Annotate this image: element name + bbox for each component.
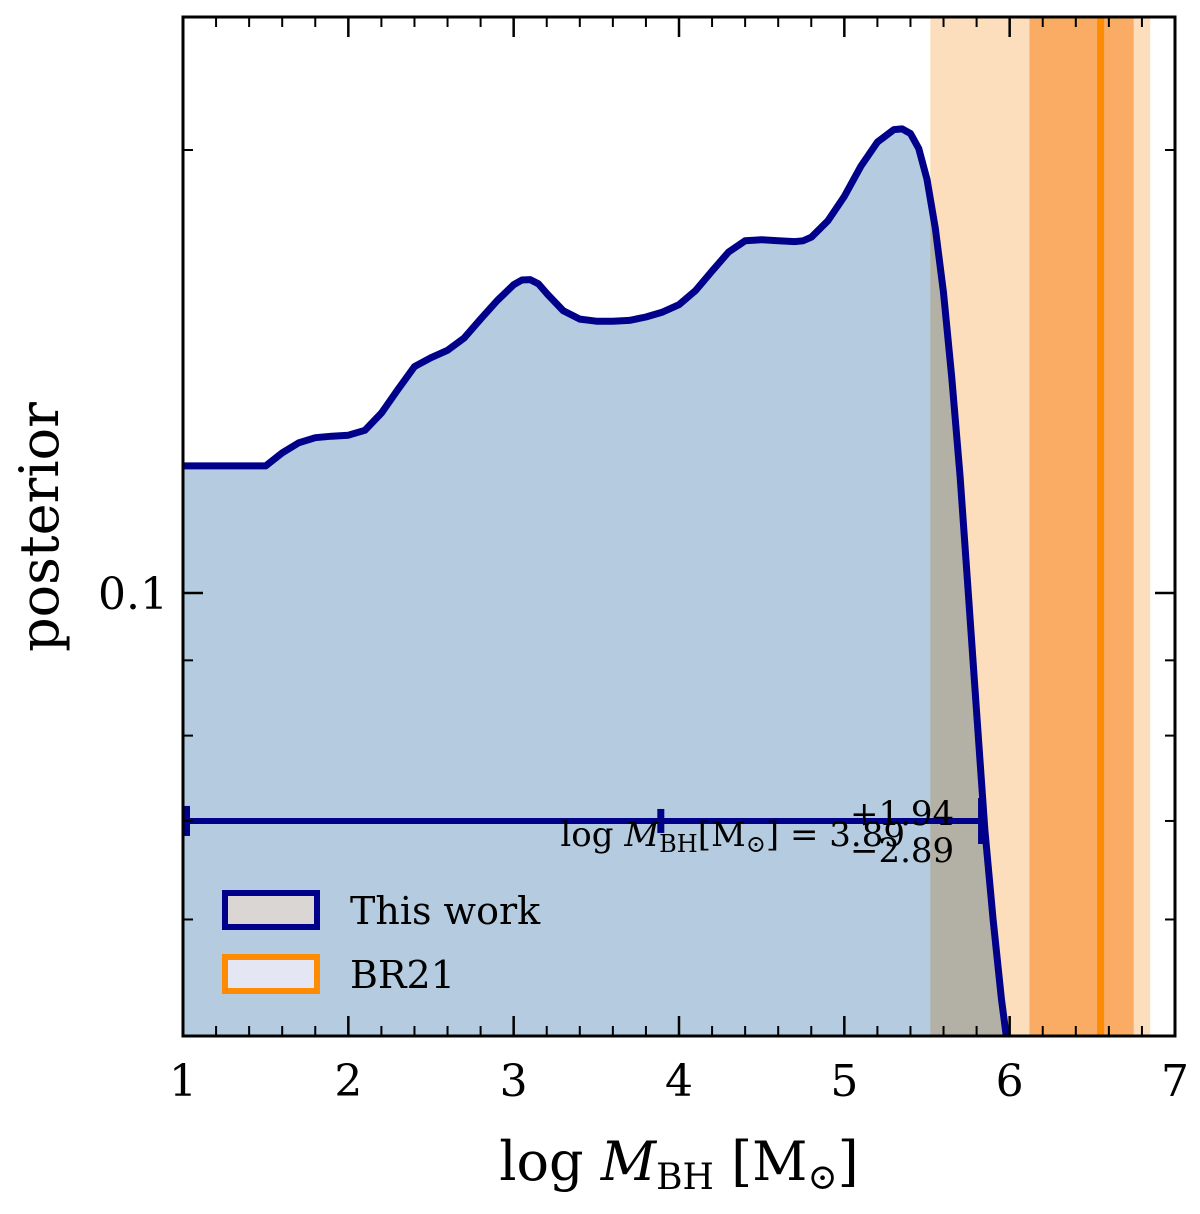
plot-frame [181, 15, 1177, 1038]
tick-labels: 1 2 3 4 5 6 7 0.1 [98, 569, 1189, 1107]
x-axis-label-close: ] [838, 1130, 859, 1193]
x-axis-label-unit-sub: ⊙ [807, 1157, 837, 1198]
x-tick-label: 4 [665, 1056, 693, 1107]
legend-label-this-work: This work [350, 889, 541, 933]
legend: This work BR21 [222, 889, 541, 997]
x-tick-label: 7 [1161, 1056, 1189, 1107]
legend-label-br21: BR21 [350, 953, 455, 997]
annotation-sub: BH [659, 830, 698, 858]
annotation-var: M [623, 815, 660, 855]
x-tick-label: 6 [996, 1056, 1024, 1107]
annotation-lower-error: −2.89 [850, 831, 954, 871]
br21-inner-band [1029, 17, 1134, 1036]
annotation-eq: ] = 3.89 [766, 815, 905, 855]
x-axis-label-pre: log [499, 1130, 601, 1193]
x-tick-label: 5 [830, 1056, 858, 1107]
x-tick-label: 2 [334, 1056, 362, 1107]
y-axis-label: posterior [8, 402, 71, 652]
posterior-line [183, 125, 1010, 1036]
x-axis-label-unit: [M [731, 1130, 807, 1193]
x-axis-label: log MBH [M⊙] [499, 1130, 858, 1198]
plot-area [183, 17, 1151, 1036]
x-tick-label: 1 [169, 1056, 197, 1107]
annotation-upper-error: +1.94 [850, 794, 954, 834]
x-tick-label: 3 [500, 1056, 528, 1107]
legend-swatch-br21 [222, 954, 320, 994]
annotation-pre: log [560, 815, 624, 855]
x-axis-label-sub: BH [656, 1157, 714, 1198]
estimate-annotation: log MBH[M⊙] = 3.89 [560, 815, 905, 858]
legend-swatch-this-work [222, 890, 320, 930]
annotation-mid-sub: ⊙ [746, 830, 766, 858]
x-axis-label-var: M [600, 1130, 658, 1193]
y-tick-label: 0.1 [98, 569, 168, 620]
annotation-mid: [M [698, 815, 746, 855]
posterior-fill [183, 128, 1007, 1036]
